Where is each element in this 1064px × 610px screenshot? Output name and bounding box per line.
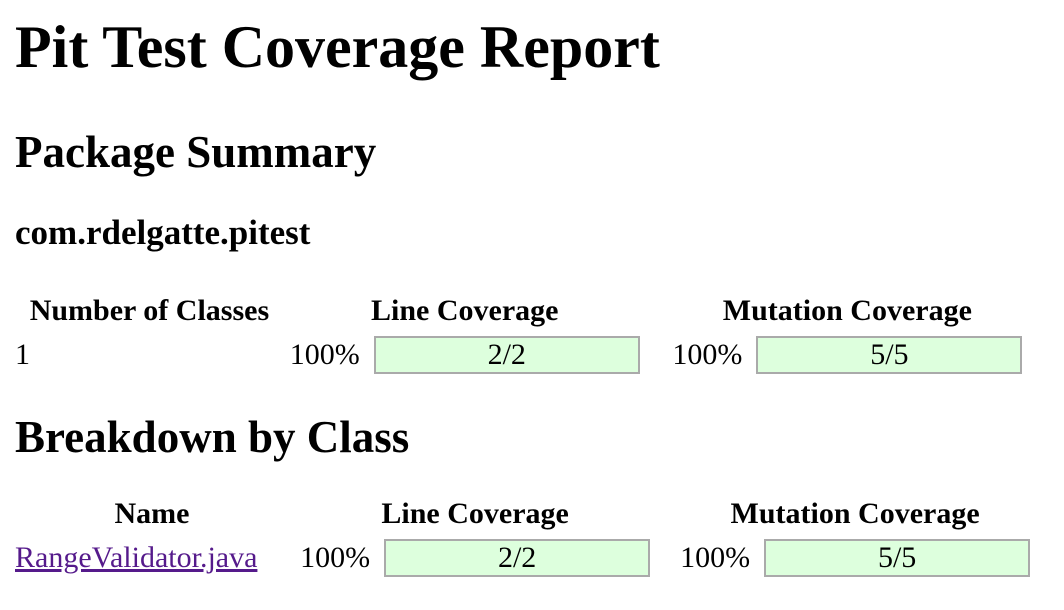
summary-mutation-coverage-cell: 100% 5/5	[646, 329, 1049, 381]
summary-mutation-coverage-bar: 5/5	[756, 336, 1023, 375]
number-of-classes-value: 1	[15, 338, 30, 371]
package-summary-heading: Package Summary	[15, 127, 377, 177]
breakdown-header-row: Name Line Coverage Mutation Coverage	[15, 496, 1049, 532]
class-line-coverage-percent: 100%	[300, 541, 371, 575]
report-title: Pit Test Coverage Report	[15, 14, 660, 80]
summary-line-coverage-bar: 2/2	[373, 336, 640, 375]
package-name: com.rdelgatte.pitest	[15, 213, 311, 252]
breakdown-data-row: RangeValidator.java 100% 2/2 100% 5/5	[15, 532, 1049, 584]
class-line-coverage-legend: 2/2	[497, 541, 537, 575]
column-header-line-coverage: Line Coverage	[371, 294, 559, 327]
breakdown-table: Name Line Coverage Mutation Coverage Ran…	[15, 496, 1049, 584]
summary-data-row: 1 100% 2/2 100% 5/5	[15, 329, 1049, 381]
summary-line-coverage-legend: 2/2	[487, 338, 526, 372]
class-mutation-coverage-percent: 100%	[680, 541, 751, 575]
class-line-coverage-cell: 100% 2/2	[289, 532, 661, 584]
summary-mutation-coverage-fill	[758, 338, 1021, 373]
summary-line-coverage-percent: 100%	[289, 338, 360, 372]
summary-mutation-coverage-percent: 100%	[672, 338, 743, 372]
breakdown-heading: Breakdown by Class	[15, 412, 410, 462]
summary-header-row: Number of Classes Line Coverage Mutation…	[15, 293, 1049, 329]
column-header-line-coverage: Line Coverage	[381, 497, 569, 530]
class-mutation-coverage-bar: 5/5	[764, 539, 1031, 578]
column-header-name: Name	[114, 497, 190, 530]
class-line-coverage-bar: 2/2	[384, 539, 651, 578]
summary-line-coverage-fill	[375, 338, 638, 373]
summary-line-coverage-cell: 100% 2/2	[284, 329, 646, 381]
column-header-mutation-coverage: Mutation Coverage	[722, 294, 972, 327]
class-mutation-coverage-fill	[766, 541, 1029, 576]
class-mutation-coverage-legend: 5/5	[877, 541, 917, 575]
column-header-number-of-classes: Number of Classes	[29, 294, 270, 327]
class-link-rangevalidator[interactable]: RangeValidator.java	[15, 541, 258, 574]
package-summary-table: Number of Classes Line Coverage Mutation…	[15, 293, 1049, 381]
class-line-coverage-fill	[386, 541, 649, 576]
class-mutation-coverage-cell: 100% 5/5	[661, 532, 1049, 584]
column-header-mutation-coverage: Mutation Coverage	[730, 497, 980, 530]
summary-mutation-coverage-legend: 5/5	[870, 338, 909, 372]
class-name-cell: RangeValidator.java	[15, 532, 289, 584]
